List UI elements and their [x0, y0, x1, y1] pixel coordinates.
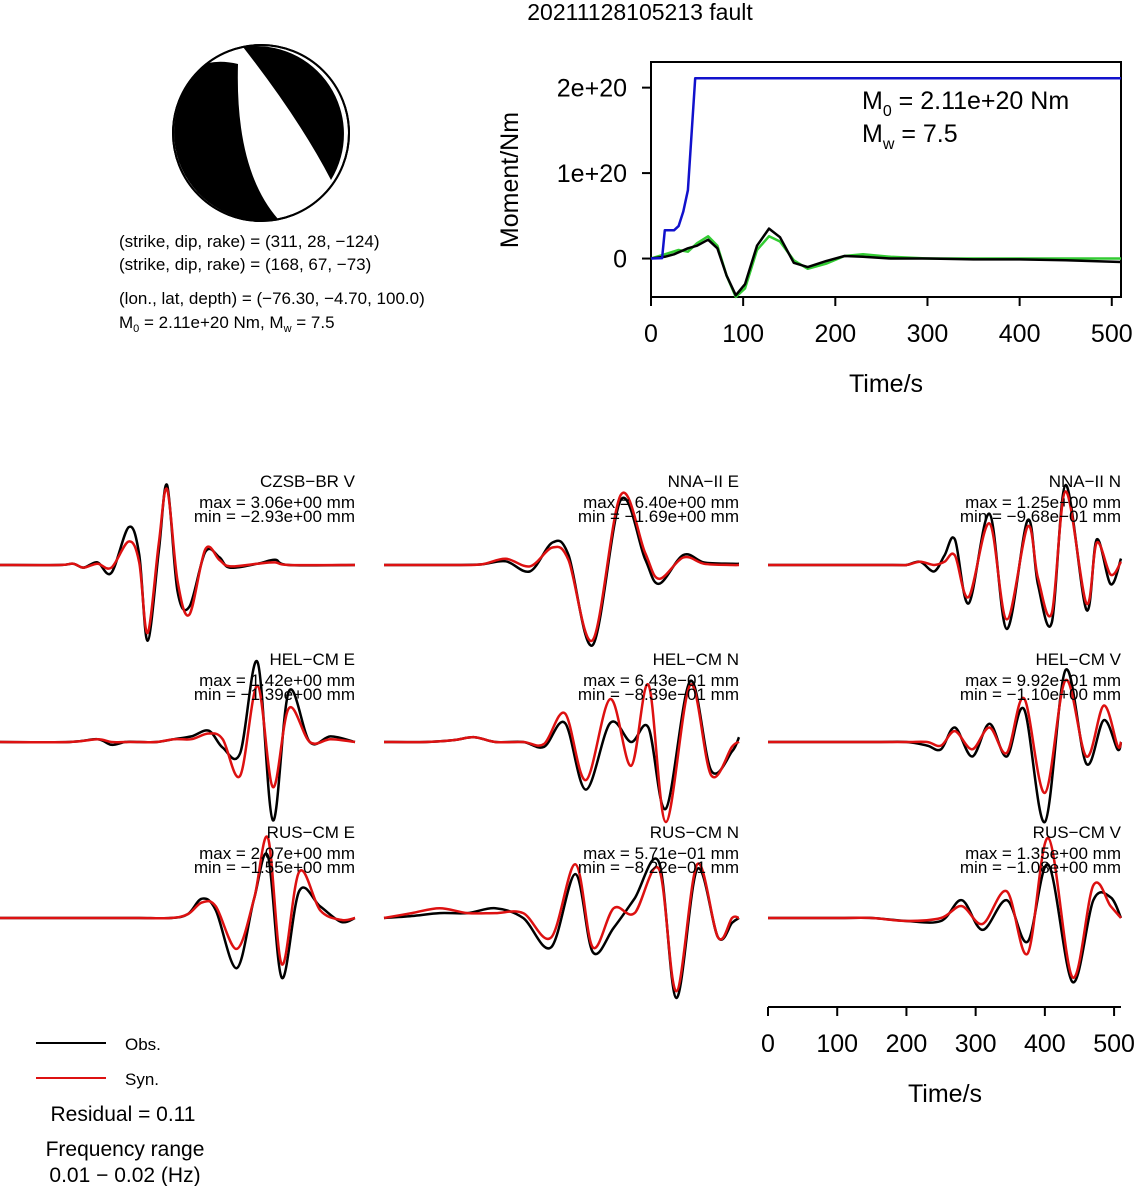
waveform-max: max = 6.43e−01 mm: [583, 671, 739, 690]
moment-y-tick-label: 0: [613, 246, 627, 274]
waveform-max: max = 1.25e+00 mm: [965, 493, 1121, 512]
waveform-station: HEL−CM E: [270, 650, 356, 669]
waveform-min: min = −9.68e−01 mm: [960, 507, 1121, 526]
waveform-max: max = 1.35e+00 mm: [965, 844, 1121, 863]
waveform-obs: [0, 660, 356, 822]
waveform-station: HEL−CM N: [653, 650, 739, 669]
moment-series-red: [650, 227, 1122, 297]
waveform-time-axis: Time/s 0 100 200 300 400 500: [761, 1006, 1135, 1108]
waveform-x-tick-label: 300: [955, 1030, 997, 1058]
nodal-plane-1: (strike, dip, rake) = (311, 28, −124): [119, 232, 379, 251]
moment-y-axis: 0 1e+20 2e+20: [557, 75, 651, 274]
waveform-min: min = −1.08e+00 mm: [960, 858, 1121, 877]
moment-y-tick-label: 2e+20: [557, 75, 627, 103]
waveform-syn: [383, 862, 740, 993]
waveform-min: min = −1.69e+00 mm: [578, 507, 739, 526]
waveform-station: HEL−CM V: [1036, 650, 1122, 669]
moment-x-tick-label: 200: [814, 320, 856, 348]
moment-x-tick-label: 300: [907, 320, 949, 348]
beachball-compressional-west: [174, 61, 278, 221]
waveform-min: min = −8.22e−01 mm: [578, 858, 739, 877]
moment-x-tick-label: 500: [1091, 320, 1133, 348]
waveform-min: min = −8.39e−01 mm: [578, 685, 739, 704]
moment-rate-chart: 0 100 200 300 400 500 0 1e+20 2e+20 Time/s Mome…: [496, 61, 1133, 398]
moment-y-tick-label: 1e+20: [557, 160, 627, 188]
moment-series: [650, 76, 1122, 299]
beachball-compressional-east: [243, 46, 344, 180]
waveform-max: max = 5.71e−01 mm: [583, 844, 739, 863]
waveform-obs: [767, 668, 1123, 824]
waveform-syn: [0, 835, 356, 966]
waveform-station: CZSB−BR V: [260, 472, 356, 491]
moment-y-label: Moment/Nm: [496, 112, 524, 248]
waveform-station: NNA−II E: [668, 472, 739, 491]
waveform-x-tick-label: 100: [816, 1030, 858, 1058]
legend: Obs. Syn.: [36, 1035, 161, 1089]
moment-plot-frame: [650, 61, 1122, 298]
waveform-syn: [767, 490, 1123, 621]
waveform-syn: [0, 684, 356, 789]
moment-x-label: Time/s: [849, 370, 923, 398]
waveform-x-tick-label: 400: [1024, 1030, 1066, 1058]
waveform-max: max = 6.40e+00 mm: [583, 493, 739, 512]
waveform-min: min = −1.10e+00 mm: [960, 685, 1121, 704]
moment-series-green: [650, 235, 1121, 299]
moment-series-cum: [650, 76, 1121, 260]
frequency-range-value: 0.01 − 0.02 (Hz): [49, 1164, 200, 1186]
legend-syn-label: Syn.: [125, 1070, 159, 1089]
legend-obs-label: Obs.: [125, 1035, 161, 1054]
waveform-min: min = −2.93e+00 mm: [194, 507, 355, 526]
moment-x-tick-label: 400: [999, 320, 1041, 348]
waveform-max: max = 9.92e−01 mm: [965, 671, 1121, 690]
moment-x-axis: 0 100 200 300 400 500: [644, 297, 1133, 348]
waveform-station: RUS−CM N: [650, 823, 739, 842]
residual: Residual = 0.11: [51, 1103, 196, 1126]
moment-x-tick-label: 100: [722, 320, 764, 348]
waveform-station: RUS−CM E: [267, 823, 355, 842]
waveform-x-tick-label: 200: [886, 1030, 928, 1058]
waveform-min: min = −1.39e+00 mm: [194, 685, 355, 704]
waveform-syn: [767, 678, 1123, 795]
frequency-range-label: Frequency range: [46, 1138, 205, 1161]
focal-mechanism-beachball: [172, 44, 350, 222]
source-location: (lon., lat, depth) = (−76.30, −4.70, 100…: [119, 289, 425, 308]
waveform-syn: [383, 491, 740, 643]
waveform-max: max = 1.42e+00 mm: [199, 671, 355, 690]
waveform-syn: [768, 836, 1122, 979]
nodal-plane-2: (strike, dip, rake) = (168, 67, −73): [119, 255, 371, 274]
waveform-syn: [0, 487, 356, 635]
waveform-max: max = 2.07e+00 mm: [199, 844, 355, 863]
waveform-station: NNA−II N: [1049, 472, 1121, 491]
mw-annotation: Mw = 7.5: [862, 120, 958, 153]
moment-magnitude-line: M0 = 2.11e+20 Nm, Mw = 7.5: [119, 313, 335, 335]
waveform-min: min = −1.55e+00 mm: [194, 858, 355, 877]
waveform-station: RUS−CM V: [1033, 823, 1122, 842]
waveform-max: max = 3.06e+00 mm: [199, 493, 355, 512]
waveform-x-tick-label: 500: [1093, 1030, 1135, 1058]
m0-annotation: M0 = 2.11e+20 Nm: [862, 87, 1069, 120]
waveform-x-label: Time/s: [908, 1080, 982, 1108]
waveform-x-tick-label: 0: [761, 1030, 775, 1058]
figure-title: 20211128105213 fault: [527, 0, 753, 25]
moment-x-tick-label: 0: [644, 320, 658, 348]
waveform-syn: [383, 683, 740, 824]
focal-parameters: (strike, dip, rake) = (311, 28, −124) (s…: [119, 232, 425, 335]
